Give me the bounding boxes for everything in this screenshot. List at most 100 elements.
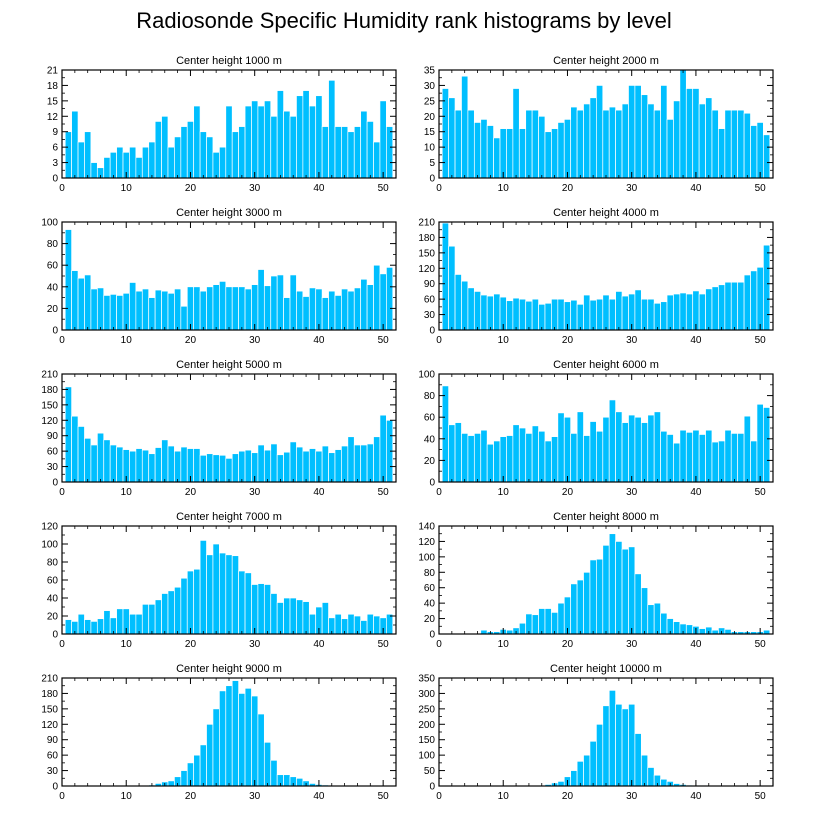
bar [232, 132, 238, 178]
bar [207, 555, 213, 634]
x-tick-label: 10 [498, 183, 510, 194]
y-tick-label: 0 [52, 478, 58, 489]
bar [539, 609, 545, 634]
bar [329, 291, 335, 330]
bar [213, 455, 219, 482]
x-tick-label: 0 [436, 335, 442, 346]
bar [181, 127, 187, 178]
bar [718, 441, 724, 482]
bar [207, 454, 213, 482]
bar [468, 436, 474, 482]
bar [667, 119, 673, 178]
panel-title: Center height 2000 m [553, 55, 659, 67]
x-tick-label: 0 [436, 487, 442, 498]
bar [181, 447, 187, 482]
bar [245, 106, 251, 178]
bar [648, 767, 654, 786]
bar [207, 137, 213, 178]
y-tick-label: 40 [424, 434, 436, 445]
bar [461, 281, 467, 330]
bar [609, 299, 615, 330]
bar [341, 289, 347, 330]
bar [296, 291, 302, 330]
bar [155, 448, 161, 482]
bar [110, 294, 116, 330]
bar [322, 298, 328, 330]
bar [361, 621, 367, 635]
bar [725, 110, 731, 178]
bar [648, 415, 654, 482]
y-tick-label: 20 [47, 612, 59, 623]
x-tick-label: 20 [185, 183, 197, 194]
bar [673, 443, 679, 482]
panel-title: Center height 10000 m [550, 663, 662, 675]
bar [194, 755, 200, 786]
bar [277, 91, 283, 178]
bar [187, 287, 193, 330]
bar [303, 451, 309, 482]
bar [162, 594, 168, 635]
bar [603, 295, 609, 330]
bar [97, 288, 103, 330]
bar [245, 688, 251, 786]
bar [149, 142, 155, 178]
bar [545, 132, 551, 178]
bar [129, 451, 135, 482]
bar [725, 430, 731, 482]
bar [712, 110, 718, 178]
bar [84, 438, 90, 482]
x-tick-label: 20 [562, 487, 574, 498]
y-tick-label: 180 [418, 233, 435, 244]
y-tick-label: 3 [52, 158, 58, 169]
bar [500, 437, 506, 482]
bar [487, 126, 493, 178]
bar [487, 444, 493, 482]
bar [284, 111, 290, 178]
bar [194, 569, 200, 634]
bar [545, 609, 551, 634]
bar [219, 691, 225, 786]
bar [455, 274, 461, 330]
y-tick-label: 10 [424, 143, 436, 154]
bar [744, 113, 750, 178]
x-tick-label: 40 [690, 335, 702, 346]
bars [442, 386, 770, 482]
bar [648, 104, 654, 178]
bar [622, 709, 628, 786]
bar [110, 152, 116, 178]
bar [78, 278, 84, 330]
bar [207, 287, 213, 330]
bar [264, 742, 270, 786]
bar [329, 80, 335, 178]
bar [149, 454, 155, 482]
bar [571, 300, 577, 330]
bar [264, 101, 270, 178]
bar [558, 413, 564, 482]
y-tick-label: 90 [424, 279, 436, 290]
y-tick-label: 30 [47, 766, 59, 777]
y-tick-label: 40 [47, 594, 59, 605]
x-tick-label: 30 [626, 639, 638, 650]
bar [91, 163, 97, 178]
y-tick-label: 210 [418, 218, 435, 229]
bar [577, 110, 583, 178]
bar [545, 441, 551, 482]
y-tick-label: 100 [41, 218, 58, 229]
bar [251, 285, 257, 330]
bar [65, 230, 71, 330]
bar [367, 444, 373, 482]
bar [104, 440, 110, 482]
bar [117, 147, 123, 178]
bar [142, 450, 148, 482]
x-tick-label: 40 [690, 639, 702, 650]
y-tick-label: 15 [424, 127, 436, 138]
bar [354, 445, 360, 482]
bar [628, 415, 634, 482]
y-tick-label: 20 [424, 112, 436, 123]
bar [500, 129, 506, 178]
x-tick-label: 0 [59, 487, 65, 498]
bar [341, 127, 347, 178]
bar [264, 450, 270, 482]
